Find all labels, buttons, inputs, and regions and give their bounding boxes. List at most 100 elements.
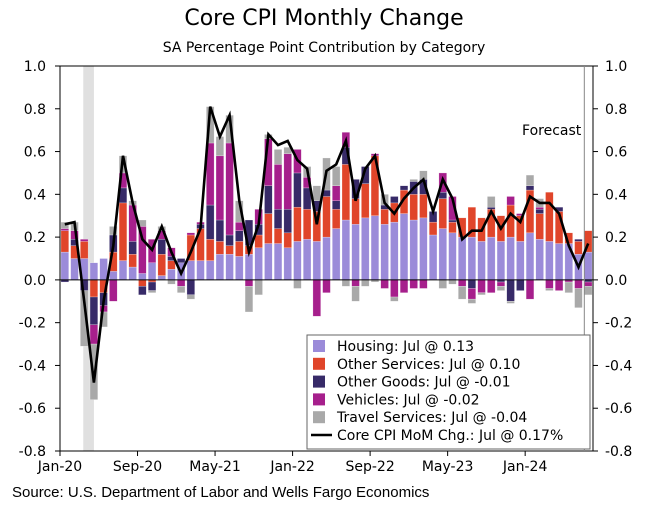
bar-segment-other-services xyxy=(215,241,224,255)
bar-segment-other-goods xyxy=(147,281,157,291)
bar-segment-travel-services xyxy=(496,286,506,291)
bar-segment-housing xyxy=(70,258,79,281)
y-tick-label-right: -0.4 xyxy=(605,358,632,374)
bar-segment-other-services xyxy=(419,194,428,219)
bar-segment-vehicles xyxy=(419,279,428,289)
bar-segment-other-goods xyxy=(273,209,283,229)
bar-segment-vehicles xyxy=(506,196,515,206)
bar-segment-housing xyxy=(186,260,195,281)
bar-segment-housing xyxy=(303,239,312,281)
bar-segment-other-goods xyxy=(293,172,302,208)
bar-segment-travel-services xyxy=(564,281,573,293)
bar-segment-other-goods xyxy=(138,286,147,296)
legend-label: Housing: Jul @ 0.13 xyxy=(337,339,474,355)
y-tick-label-right: 0.0 xyxy=(605,273,627,289)
bar-segment-housing xyxy=(525,232,535,281)
bar-segment-other-goods xyxy=(264,185,273,214)
bar-segment-travel-services xyxy=(177,286,186,293)
y-tick-label-right: 0.2 xyxy=(605,230,627,246)
chart-title: Core CPI Monthly Change xyxy=(184,6,464,31)
bar-segment-other-services xyxy=(235,241,244,257)
legend-box xyxy=(306,334,591,450)
bar-segment-other-services xyxy=(293,206,302,242)
x-tick-label: Jan-20 xyxy=(37,459,82,475)
bar-segment-housing xyxy=(206,260,215,281)
bar-segment-vehicles xyxy=(312,279,321,317)
bar-segment-housing xyxy=(244,254,254,281)
legend-swatch xyxy=(313,375,325,388)
bar-segment-other-services xyxy=(448,221,457,234)
legend-label: Travel Services: Jul @ -0.04 xyxy=(336,410,527,426)
bar-segment-housing xyxy=(109,271,118,281)
legend-swatch xyxy=(313,393,325,406)
bar-segment-housing xyxy=(409,219,418,281)
bar-segment-vehicles xyxy=(186,232,195,236)
legend-swatch xyxy=(313,411,325,424)
bar-segment-travel-services xyxy=(312,185,321,201)
bar-segment-other-goods xyxy=(206,204,215,240)
bar-segment-other-goods xyxy=(390,196,399,204)
y-tick-label-right: -0.8 xyxy=(605,444,632,460)
bar-segment-housing xyxy=(225,254,234,281)
bar-segment-vehicles xyxy=(89,324,98,345)
legend-label: Other Goods: Jul @ -0.01 xyxy=(337,375,511,391)
bar-segment-housing xyxy=(293,241,302,281)
y-tick-label-right: -0.6 xyxy=(605,401,632,417)
bar-segment-vehicles xyxy=(177,279,186,287)
bar-segment-travel-services xyxy=(409,179,418,182)
bar-segment-vehicles xyxy=(584,281,593,287)
bar-segment-housing xyxy=(312,241,321,281)
bar-segment-vehicles xyxy=(380,279,389,289)
bar-segment-other-goods xyxy=(467,279,476,289)
bar-segment-other-goods xyxy=(128,241,137,255)
bar-segment-housing xyxy=(370,215,380,281)
bar-segment-housing xyxy=(487,236,496,281)
bar-segment-vehicles xyxy=(109,279,118,302)
bar-segment-vehicles xyxy=(351,279,360,287)
bar-segment-travel-services xyxy=(351,286,360,302)
bar-segment-vehicles xyxy=(545,279,554,289)
bar-segment-other-services xyxy=(506,204,515,238)
bar-segment-vehicles xyxy=(399,279,409,293)
bar-segment-travel-services xyxy=(438,279,447,289)
bar-segment-vehicles xyxy=(322,279,331,293)
y-tick-label-left: -0.6 xyxy=(19,401,46,417)
bar-segment-other-services xyxy=(409,194,418,221)
bar-segment-housing xyxy=(147,262,157,281)
bar-segment-housing xyxy=(322,236,331,281)
bar-segment-other-services xyxy=(80,241,89,259)
bar-segment-housing xyxy=(467,236,476,281)
core-cpi-line xyxy=(64,106,590,383)
legend-label: Vehicles: Jul @ -0.02 xyxy=(337,392,480,408)
x-tick-label: May-21 xyxy=(189,459,241,475)
bar-segment-travel-services xyxy=(147,290,157,293)
bar-segment-housing xyxy=(99,258,108,281)
y-tick-label-right: 0.8 xyxy=(605,102,627,118)
bar-segment-travel-services xyxy=(361,279,370,287)
bar-segment-travel-services xyxy=(487,196,496,208)
bar-segment-other-services xyxy=(380,209,389,225)
legend-label: Other Services: Jul @ 0.10 xyxy=(337,357,520,373)
bar-segment-vehicles xyxy=(487,279,496,293)
bar-segment-vehicles xyxy=(283,153,292,210)
bar-segment-housing xyxy=(458,236,467,281)
bar-segment-vehicles xyxy=(525,279,535,300)
source-note: Source: U.S. Department of Labor and Wel… xyxy=(12,484,430,501)
legend-label: Core CPI MoM Chg.: Jul @ 0.17% xyxy=(337,428,563,444)
bar-segment-other-services xyxy=(60,230,69,253)
bar-segment-other-services xyxy=(322,196,331,238)
bar-segment-vehicles xyxy=(555,279,564,291)
y-tick-label-right: 0.6 xyxy=(605,145,627,161)
bar-segment-housing xyxy=(235,256,244,281)
bar-segment-housing xyxy=(118,260,128,281)
bar-segment-travel-services xyxy=(80,290,89,347)
bar-segment-housing xyxy=(438,228,447,281)
bar-segment-other-services xyxy=(361,183,370,219)
bar-segment-vehicles xyxy=(535,206,544,210)
bar-segment-other-services xyxy=(118,202,128,261)
bar-segment-other-services xyxy=(351,198,360,225)
bar-segment-travel-services xyxy=(167,279,176,285)
bar-segment-travel-services xyxy=(467,298,476,304)
bar-segment-vehicles xyxy=(225,142,234,236)
